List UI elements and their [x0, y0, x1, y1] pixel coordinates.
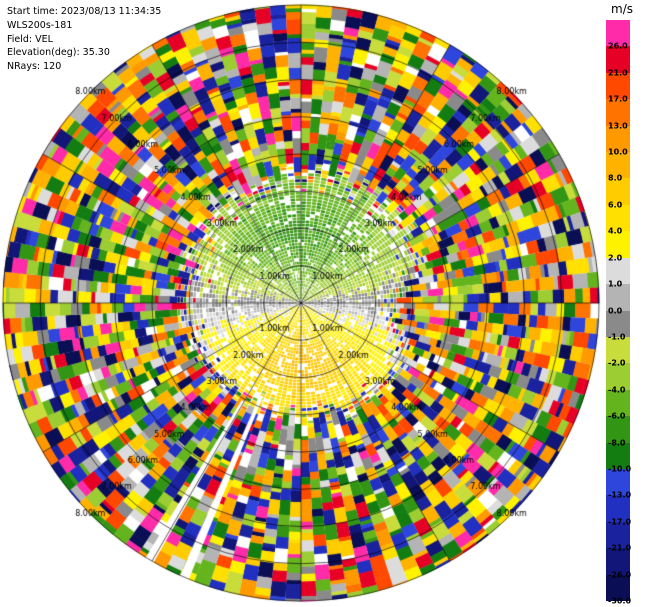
- colorbar-segment: [606, 231, 630, 259]
- colorbar-segment: [606, 178, 630, 206]
- colorbar-segment: [606, 20, 630, 47]
- colorbar-segment: [606, 521, 630, 549]
- colorbar-segment: [606, 284, 630, 311]
- colorbar-tick-label: 4.0: [608, 226, 623, 236]
- colorbar: m/s 26.0 21.0 17.0 13.0 10.0 8.0 6.0 4.0 2.0 1.0 0…: [604, 0, 647, 607]
- colorbar-tick-label: 21.0: [608, 68, 628, 78]
- colorbar-tick-label: -26.0: [608, 570, 632, 580]
- colorbar-tick-label: 17.0: [608, 94, 628, 104]
- scan-info-field: Field: VEL: [7, 33, 53, 45]
- colorbar-tick-label: 6.0: [608, 200, 623, 210]
- colorbar-tick-label: -30.0: [608, 596, 632, 606]
- colorbar-tick-label: 10.0: [608, 147, 628, 157]
- colorbar-title: m/s: [611, 2, 633, 16]
- colorbar-tick-label: 26.0: [608, 41, 628, 51]
- colorbar-tick-label: 1.0: [608, 279, 623, 289]
- colorbar-tick-label: 13.0: [608, 121, 628, 131]
- colorbar-segment: [606, 310, 630, 338]
- colorbar-bar: 26.0 21.0 17.0 13.0 10.0 8.0 6.0 4.0 2.0 1.0 0.0 -1…: [606, 20, 632, 606]
- colorbar-segment: [606, 442, 630, 470]
- scan-info-elevation: Elevation(deg): 35.30: [7, 47, 110, 59]
- scan-info: Start time: 2023/08/13 11:34:35 WLS200s-…: [7, 5, 161, 74]
- colorbar-tick-label: -6.0: [608, 411, 626, 421]
- colorbar-segment: [606, 495, 630, 523]
- colorbar-segment: [606, 416, 630, 444]
- colorbar-tick-label: 8.0: [608, 173, 623, 183]
- colorbar-segment: [606, 125, 630, 153]
- colorbar-segment: [606, 389, 630, 417]
- colorbar-segment: [606, 72, 630, 100]
- colorbar-segment: [606, 336, 630, 364]
- scan-info-nrays: NRays: 120: [7, 61, 62, 73]
- colorbar-segment: [606, 574, 630, 602]
- colorbar-segment: [606, 152, 630, 179]
- colorbar-tick-label: 2.0: [608, 253, 623, 263]
- colorbar-segment: [606, 99, 630, 127]
- colorbar-tick-label: -4.0: [608, 385, 626, 395]
- colorbar-tick-label: -17.0: [608, 517, 632, 527]
- colorbar-tick-label: -8.0: [608, 438, 626, 448]
- colorbar-segment: [606, 257, 630, 285]
- colorbar-tick-label: -1.0: [608, 332, 626, 342]
- colorbar-tick-label: -10.0: [608, 464, 632, 474]
- colorbar-tick-label: -2.0: [608, 358, 626, 368]
- colorbar-segment: [606, 46, 630, 74]
- scan-info-start-time: Start time: 2023/08/13 11:34:35: [7, 6, 162, 17]
- colorbar-tick-label: -21.0: [608, 543, 632, 553]
- colorbar-segment: [606, 204, 630, 232]
- colorbar-segment: [606, 548, 630, 576]
- scan-info-instrument: WLS200s-181: [7, 19, 73, 31]
- colorbar-segment: [606, 468, 630, 496]
- colorbar-tick-label: -13.0: [608, 490, 632, 500]
- colorbar-tick-label: 0.0: [608, 306, 623, 315]
- colorbar-segment: [606, 363, 630, 391]
